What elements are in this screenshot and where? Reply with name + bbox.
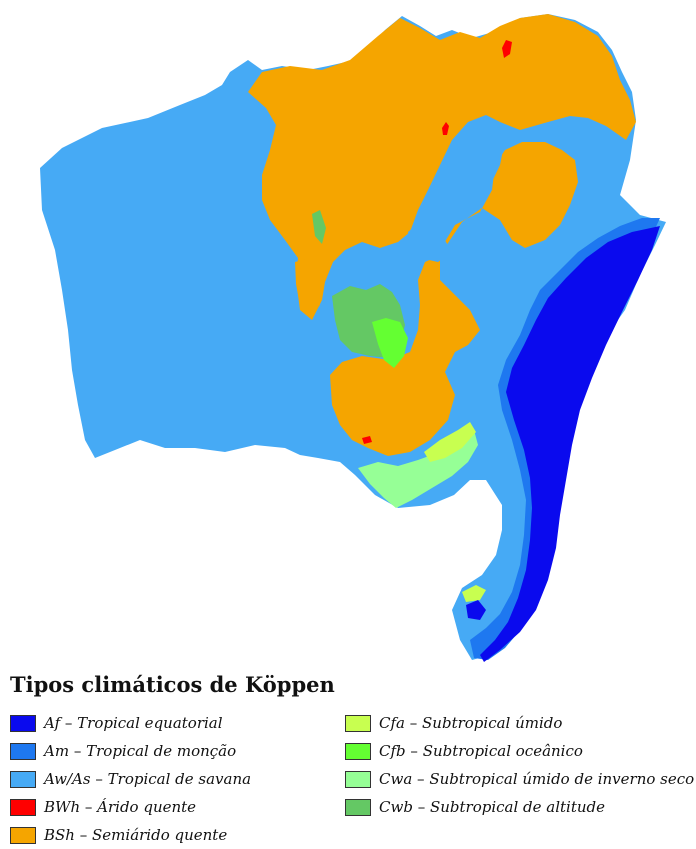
legend-item-bsh: BSh – Semiárido quente <box>10 821 251 849</box>
swatch-aw-as <box>10 770 36 788</box>
legend-label-aw-as: Aw/As – Tropical de savana <box>44 770 252 788</box>
region-aw-patch-1 <box>408 222 452 262</box>
swatch-af <box>10 714 36 732</box>
region-bsh-north <box>248 14 636 320</box>
swatch-bwh <box>10 798 36 816</box>
region-af-island <box>466 600 486 620</box>
legend-label-cwb: Cwb – Subtropical de altitude <box>379 798 606 816</box>
legend-item-af: Af – Tropical equatorial <box>10 709 251 737</box>
legend-label-cfa: Cfa – Subtropical úmido <box>379 714 563 732</box>
legend-item-am: Am – Tropical de monção <box>10 737 251 765</box>
region-bwh-3 <box>362 436 372 444</box>
region-bwh-1 <box>502 40 512 58</box>
legend-label-cwa: Cwa – Subtropical úmido de inverno seco <box>379 770 695 788</box>
region-bsh-south <box>330 142 578 456</box>
legend-label-bsh: BSh – Semiárido quente <box>44 826 228 844</box>
swatch-bsh <box>10 826 36 844</box>
legend-item-cwa: Cwa – Subtropical úmido de inverno seco <box>345 765 694 793</box>
region-aw-patch-2 <box>438 128 505 212</box>
legend-item-aw-as: Aw/As – Tropical de savana <box>10 765 251 793</box>
swatch-am <box>10 742 36 760</box>
region-cfa-coast <box>462 585 486 602</box>
legend-column-right: Cfa – Subtropical úmido Cfb – Subtropica… <box>345 709 694 821</box>
region-af <box>480 226 660 662</box>
legend-label-af: Af – Tropical equatorial <box>44 714 223 732</box>
legend-item-cfa: Cfa – Subtropical úmido <box>345 709 694 737</box>
legend-item-cfb: Cfb – Subtropical oceânico <box>345 737 694 765</box>
swatch-cwb <box>345 798 371 816</box>
swatch-cfa <box>345 714 371 732</box>
swatch-cfb <box>345 742 371 760</box>
region-bwh-2 <box>442 122 449 135</box>
legend-item-cwb: Cwb – Subtropical de altitude <box>345 793 694 821</box>
koppen-climate-map <box>40 14 666 662</box>
region-cwb-strip <box>312 210 326 244</box>
legend-label-cfb: Cfb – Subtropical oceânico <box>379 742 583 760</box>
legend-label-am: Am – Tropical de monção <box>44 742 237 760</box>
legend-title: Tipos climáticos de Köppen <box>10 672 335 697</box>
legend-column-left: Af – Tropical equatorial Am – Tropical d… <box>10 709 251 849</box>
legend-item-bwh: BWh – Árido quente <box>10 793 251 821</box>
legend-label-bwh: BWh – Árido quente <box>44 798 197 816</box>
region-cfb <box>372 318 408 368</box>
swatch-cwa <box>345 770 371 788</box>
region-cfa <box>424 422 476 462</box>
region-bsh-island <box>295 258 320 318</box>
